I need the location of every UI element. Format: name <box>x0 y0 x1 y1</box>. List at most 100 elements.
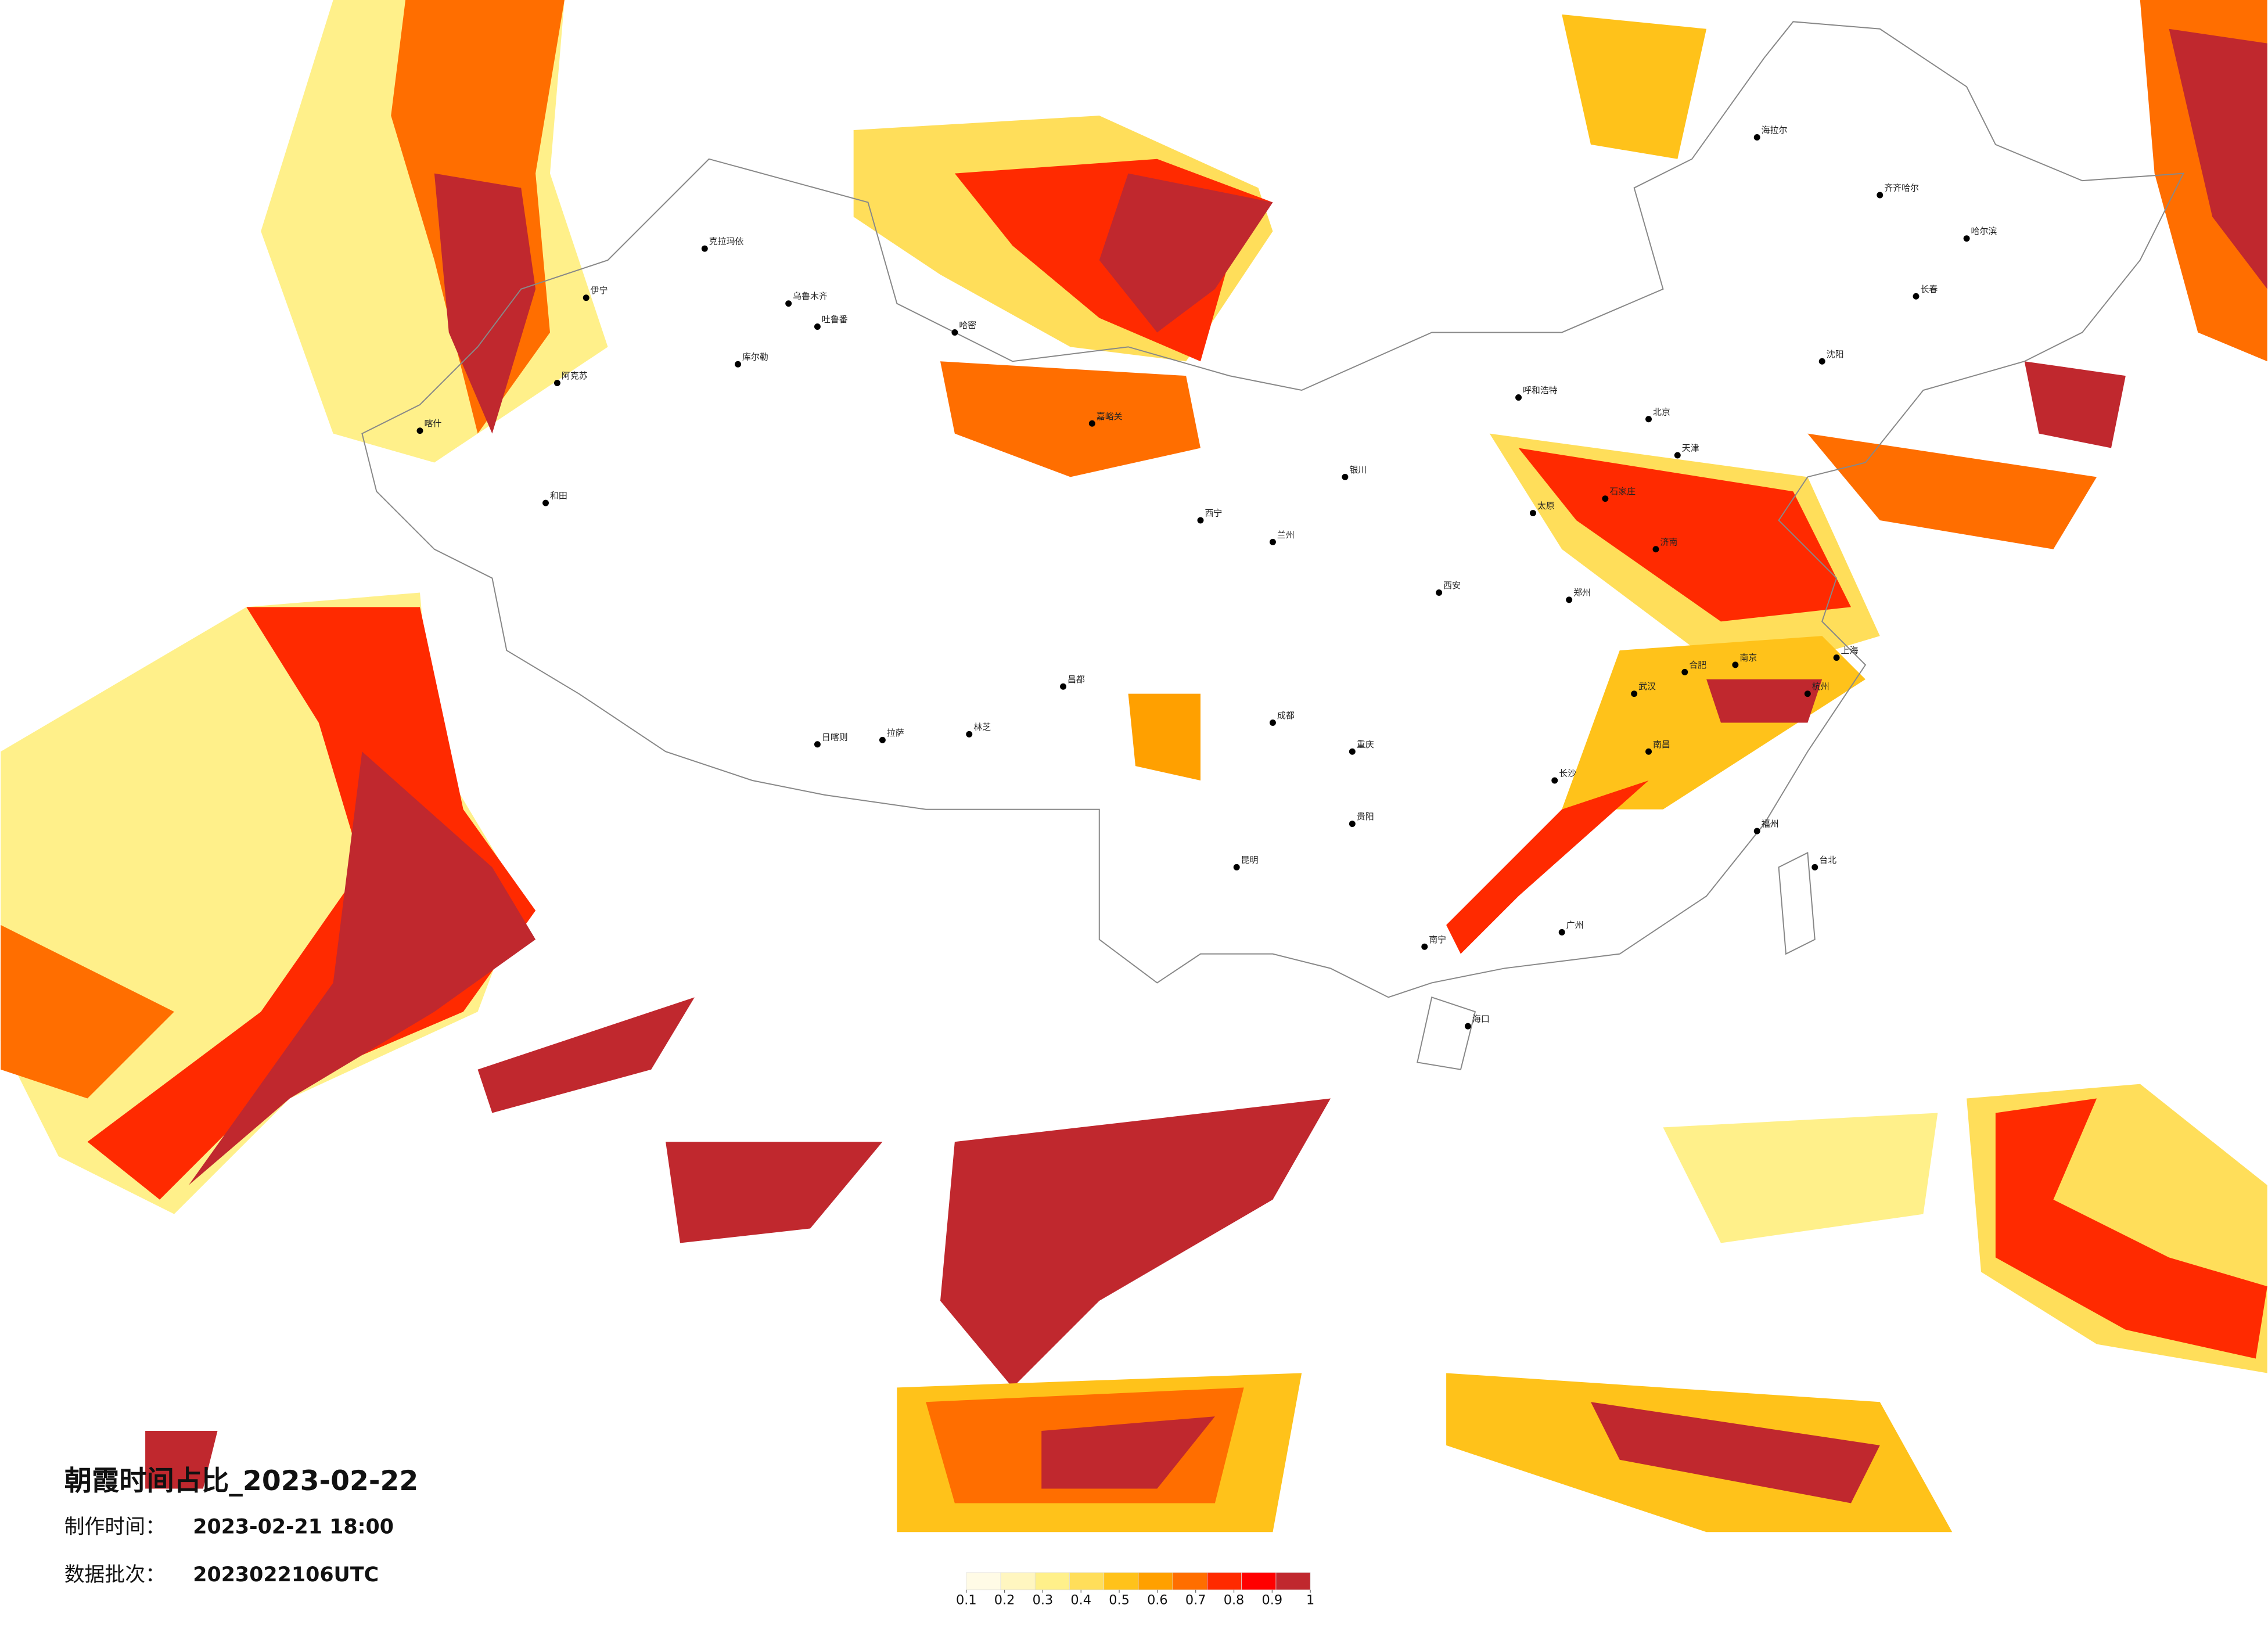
city-dot <box>1602 495 1609 502</box>
colorbar-tick-label: 0.1 <box>956 1593 977 1608</box>
city-dot <box>1197 517 1204 524</box>
city-dot <box>1436 589 1443 596</box>
city-label: 西安 <box>1443 580 1461 591</box>
city-label: 长沙 <box>1559 768 1576 779</box>
country-outline <box>361 21 2185 1070</box>
city-label: 海口 <box>1472 1014 1490 1024</box>
city-label: 台北 <box>1819 855 1836 865</box>
city-label: 西宁 <box>1205 508 1222 519</box>
city-dot <box>1913 293 1920 300</box>
city-label: 喀什 <box>424 418 441 429</box>
city-dot <box>1558 929 1565 936</box>
city-label: 北京 <box>1653 406 1670 417</box>
city-label: 长春 <box>1920 284 1938 294</box>
city-dot <box>1804 690 1811 697</box>
city-label: 拉萨 <box>887 728 904 738</box>
production-time-label: 制作时间： <box>64 1516 166 1539</box>
city-label: 吐鲁番 <box>822 314 848 325</box>
city-dot <box>701 245 708 252</box>
city-label: 石家庄 <box>1609 486 1636 497</box>
city-label: 伊宁 <box>591 285 608 296</box>
city-dot <box>1753 828 1760 834</box>
colorbar: 0.1 0.2 0.3 0.4 0.5 0.6 0.7 0.8 0.9 1 <box>956 1572 1314 1608</box>
city-dot <box>1551 777 1558 784</box>
city-dot <box>1811 864 1818 870</box>
colorbar-cell <box>1172 1572 1207 1591</box>
city-label: 重庆 <box>1357 739 1374 750</box>
colorbar-tick-label: 0.5 <box>1109 1593 1130 1608</box>
city-label: 阿克苏 <box>562 370 588 381</box>
colorbar-cell <box>1241 1572 1277 1591</box>
city-label: 海拉尔 <box>1762 125 1788 135</box>
city-dot <box>1753 134 1760 141</box>
city-dot <box>1631 690 1638 697</box>
city-label: 和田 <box>550 491 567 501</box>
city-dot <box>1349 821 1356 828</box>
colorbar-tick-label: 0.8 <box>1224 1593 1245 1608</box>
city-dot <box>542 499 549 506</box>
city-label: 克拉玛依 <box>709 236 744 247</box>
city-dot <box>879 736 886 743</box>
city-dot <box>814 323 821 330</box>
city-label: 嘉峪关 <box>1097 411 1123 422</box>
city-dot <box>1464 1023 1471 1030</box>
city-dot <box>735 361 742 368</box>
city-dot <box>1269 538 1276 545</box>
colorbar-cell <box>1069 1572 1105 1591</box>
colorbar-tick-label: 1 <box>1306 1593 1314 1608</box>
city-label: 哈密 <box>959 320 976 330</box>
city-dot <box>583 294 590 301</box>
city-label: 南宁 <box>1429 934 1446 945</box>
city-label: 郑州 <box>1573 587 1591 598</box>
city-label: 太原 <box>1537 501 1555 511</box>
map-title: 朝霞时间占比_2023-02-22 <box>64 1465 419 1497</box>
colorbar-cell <box>966 1572 1001 1591</box>
city-dot <box>814 741 821 748</box>
city-label: 呼和浩特 <box>1523 385 1558 395</box>
city-label: 贵阳 <box>1357 811 1374 822</box>
city-label: 广州 <box>1566 920 1584 930</box>
city-label: 杭州 <box>1812 681 1830 692</box>
city-label: 南昌 <box>1653 739 1670 750</box>
city-label: 上海 <box>1841 645 1859 656</box>
city-dot <box>1877 192 1884 199</box>
city-dot <box>966 731 973 738</box>
city-label: 库尔勒 <box>742 352 768 362</box>
production-time-value: 2023-02-21 18:00 <box>193 1516 394 1539</box>
cloud-field <box>1 0 2267 1533</box>
city-label: 齐齐哈尔 <box>1884 183 1919 193</box>
city-dot <box>1645 748 1652 755</box>
colorbar-cell <box>1275 1572 1311 1591</box>
city-dot <box>1566 596 1573 603</box>
city-label: 合肥 <box>1689 660 1706 670</box>
city-dot <box>1421 943 1428 950</box>
city-dot <box>1529 510 1536 517</box>
city-dot <box>1652 546 1659 553</box>
city-label: 昆明 <box>1241 855 1259 865</box>
colorbar-cell <box>1000 1572 1036 1591</box>
city-dot <box>1833 654 1840 661</box>
city-dot <box>1233 864 1240 870</box>
colorbar-tick-label: 0.3 <box>1033 1593 1054 1608</box>
city-dot <box>1818 358 1825 365</box>
city-label: 兰州 <box>1277 530 1295 540</box>
city-label: 南京 <box>1739 652 1757 663</box>
city-label: 昌都 <box>1067 674 1085 685</box>
city-dot <box>1674 452 1681 459</box>
city-dot <box>1645 416 1652 423</box>
colorbar-tick-label: 0.9 <box>1262 1593 1283 1608</box>
city-label: 济南 <box>1660 537 1677 547</box>
city-dot <box>1060 683 1067 690</box>
colorbar-cell <box>1034 1572 1070 1591</box>
colorbar-cell <box>1104 1572 1139 1591</box>
city-label: 福州 <box>1762 819 1779 829</box>
colorbar-tick-label: 0.7 <box>1185 1593 1206 1608</box>
colorbar-cell <box>1207 1572 1242 1591</box>
city-label: 乌鲁木齐 <box>793 291 828 301</box>
city-dot <box>1963 235 1970 242</box>
city-dot <box>1269 719 1276 726</box>
city-dot <box>1515 394 1522 401</box>
city-label: 天津 <box>1682 443 1699 454</box>
